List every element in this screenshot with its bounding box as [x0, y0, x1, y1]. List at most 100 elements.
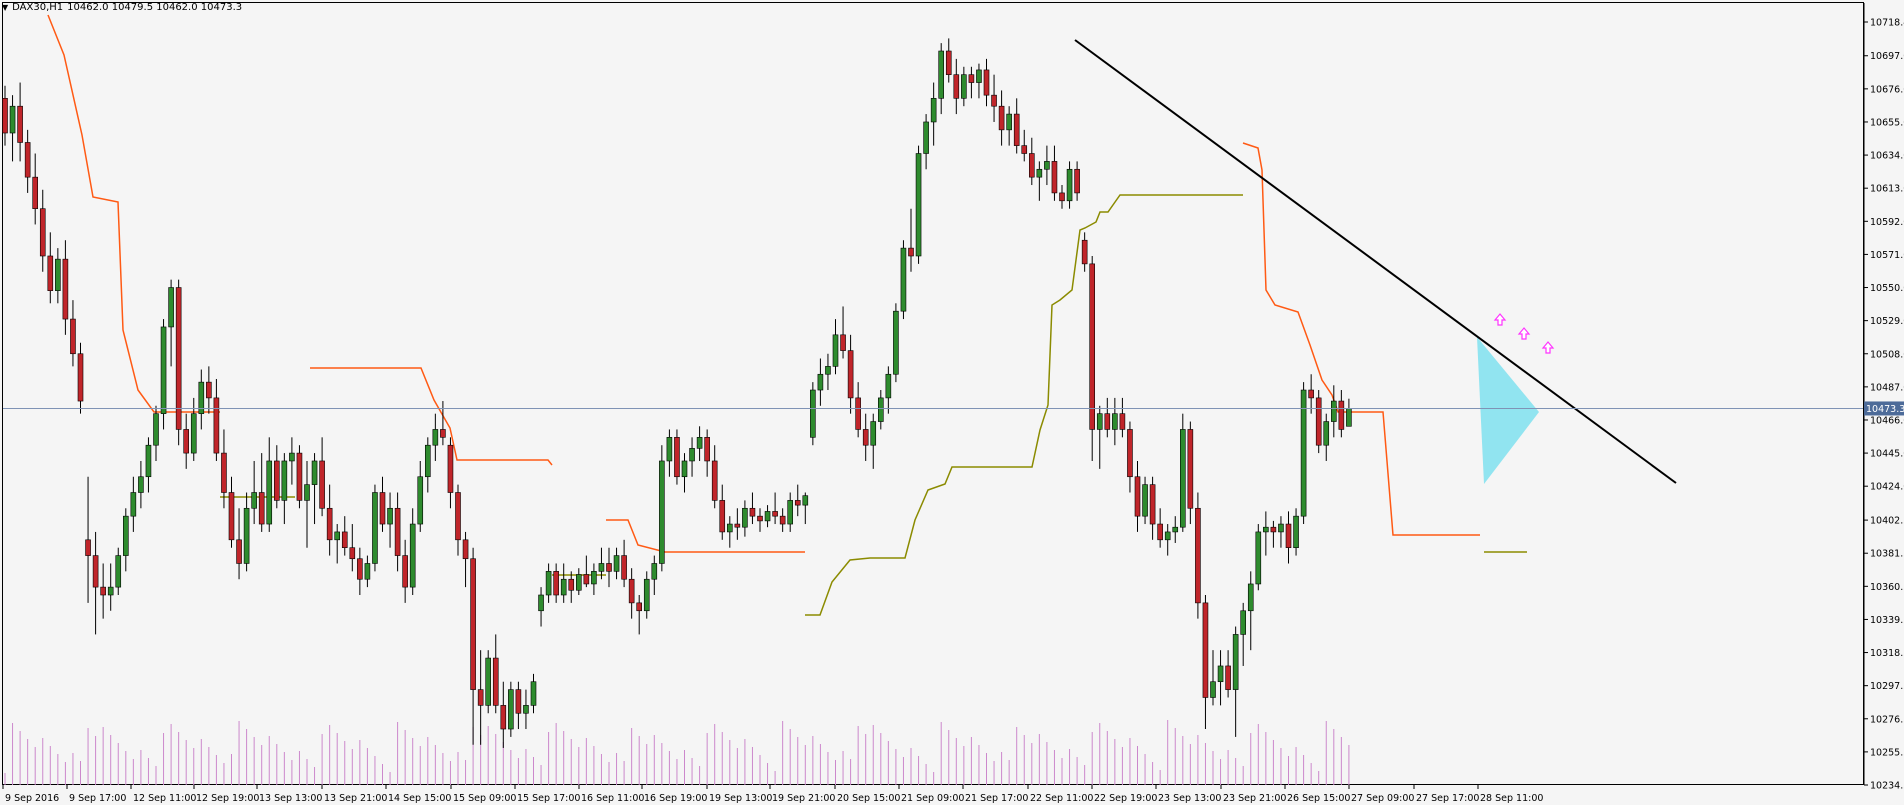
- time-tick-label: 19 Sep 13:00: [709, 793, 772, 804]
- bull-candle: [417, 476, 424, 525]
- price-tick-label: 10234.5: [1870, 781, 1904, 792]
- price-tick-label: 10592.0: [1870, 217, 1904, 228]
- current-price-label: 10473.3: [1866, 404, 1904, 415]
- bull-candle: [591, 571, 597, 585]
- candlesticks: [2, 38, 1352, 748]
- time-tick-label: 9 Sep 17:00: [69, 793, 126, 804]
- bear-candle: [326, 507, 333, 541]
- bear-candle: [1315, 397, 1322, 446]
- bull-candle: [190, 413, 197, 454]
- bear-candle: [908, 247, 914, 257]
- price-tick-label: 10318.5: [1870, 648, 1904, 659]
- bull-candle: [825, 366, 831, 375]
- bull-candle: [1300, 389, 1307, 517]
- bear-candle: [17, 105, 23, 143]
- bear-candle: [32, 176, 39, 209]
- bull-candle: [409, 523, 416, 588]
- price-tick-label: 10466.0: [1870, 415, 1904, 426]
- time-tick-label: 9 Sep 2016: [5, 793, 59, 804]
- bear-candle: [77, 353, 84, 402]
- bull-candle: [372, 492, 378, 564]
- bull-candle: [1323, 421, 1330, 446]
- bear-candle: [628, 578, 635, 604]
- bear-candle: [1021, 145, 1028, 154]
- bull-candle: [742, 507, 748, 528]
- bull-candle: [1006, 113, 1012, 131]
- bear-candle: [998, 105, 1005, 131]
- bull-candle: [613, 555, 620, 572]
- bear-candle: [39, 208, 46, 257]
- time-tick-label: 20 Sep 15:00: [837, 793, 900, 804]
- bull-candle: [764, 511, 771, 522]
- bear-candle: [515, 689, 522, 714]
- bull-candle: [281, 460, 288, 501]
- price-tick-label: 10360.5: [1870, 582, 1904, 593]
- bull-candle: [832, 334, 839, 367]
- bear-candle: [749, 507, 756, 517]
- bull-candle: [311, 460, 318, 485]
- bear-candle: [206, 381, 212, 399]
- bull-candle: [153, 413, 159, 446]
- bull-candle: [1346, 408, 1352, 427]
- price-tick-label: 10445.0: [1870, 449, 1904, 460]
- bear-candle: [734, 523, 741, 528]
- time-tick-label: 16 Sep 19:00: [644, 793, 707, 804]
- bull-candle: [432, 429, 439, 446]
- bull-candle: [523, 705, 529, 714]
- bull-candle: [900, 247, 907, 312]
- price-axis: 10718.4 10697.0 10676.0 10655.0 10634.0 10613…: [1863, 3, 1904, 792]
- bear-candle: [840, 334, 846, 351]
- bear-candle: [1029, 153, 1035, 178]
- bull-candle: [689, 448, 695, 462]
- downtrend-line[interactable]: [1074, 39, 1677, 484]
- time-axis: 9 Sep 2016 9 Sep 17:00 12 Sep 11:00 12 Sep …: [2, 785, 1543, 804]
- bear-candle: [1187, 429, 1194, 509]
- bull-candle: [1293, 515, 1299, 548]
- bear-candle: [945, 50, 952, 75]
- bull-candle: [130, 492, 137, 517]
- price-tick-label: 10529.0: [1870, 316, 1904, 327]
- time-tick-label: 23 Sep 13:00: [1158, 793, 1221, 804]
- bull-candle: [1142, 484, 1148, 517]
- bear-candle: [1157, 523, 1163, 541]
- bear-candle: [1308, 389, 1314, 399]
- dropdown-triangle-icon[interactable]: ▼: [2, 3, 9, 12]
- bull-candle: [1066, 168, 1073, 202]
- time-tick-label: 13 Sep 21:00: [324, 793, 387, 804]
- bear-candle: [794, 500, 801, 506]
- bull-candle: [251, 492, 257, 509]
- bull-candle: [810, 389, 816, 438]
- bear-candle: [1285, 523, 1292, 548]
- time-tick-label: 26 Sep 15:00: [1287, 793, 1350, 804]
- bull-candle: [1255, 531, 1262, 585]
- volume-bars: [4, 720, 1350, 785]
- bear-candle: [341, 531, 348, 548]
- bull-candle: [923, 121, 929, 154]
- bear-candle: [1202, 602, 1209, 698]
- bull-candle: [659, 460, 665, 564]
- time-tick-label: 21 Sep 17:00: [965, 793, 1028, 804]
- bear-candle: [85, 539, 91, 556]
- time-tick-label: 12 Sep 11:00: [133, 793, 196, 804]
- bear-candle: [455, 492, 461, 541]
- bull-candle: [304, 484, 310, 501]
- bull-candle: [1232, 634, 1239, 690]
- bull-candle: [115, 555, 122, 588]
- bull-candle: [651, 563, 658, 580]
- price-tick-label: 10550.0: [1870, 283, 1904, 294]
- bear-candle: [1119, 413, 1126, 430]
- time-tick-label: 16 Sep 11:00: [581, 793, 644, 804]
- bear-candle: [1338, 400, 1345, 430]
- time-tick-label: 21 Sep 09:00: [901, 793, 964, 804]
- time-tick-label: 13 Sep 13:00: [259, 793, 322, 804]
- bull-candle: [666, 437, 673, 462]
- bull-candle: [9, 105, 16, 134]
- bull-candle: [243, 507, 250, 564]
- bull-candle: [485, 657, 492, 706]
- price-tick-label: 10571.0: [1870, 250, 1904, 261]
- price-tick-label: 10718.4: [1870, 18, 1904, 29]
- bear-candle: [319, 460, 325, 509]
- bull-candle: [930, 98, 937, 123]
- bear-candle: [553, 571, 559, 596]
